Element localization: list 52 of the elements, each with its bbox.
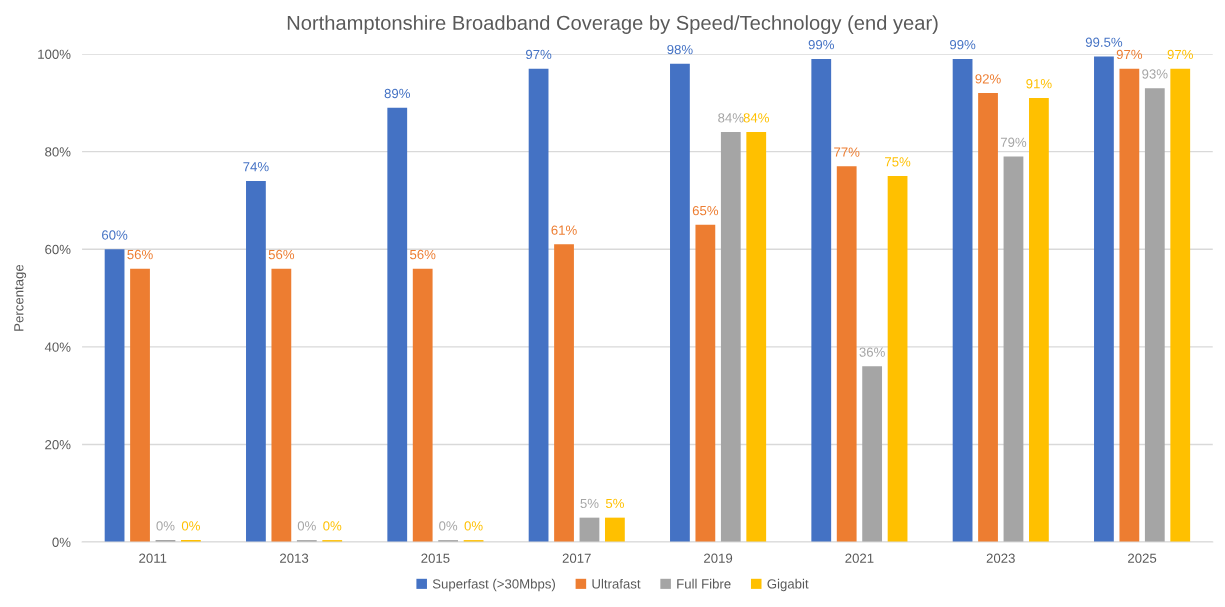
x-tick-label: 2021 <box>845 553 874 563</box>
y-axis-title: Percentage <box>14 264 27 331</box>
data-label: 61% <box>551 225 577 235</box>
data-label: 99% <box>950 40 976 50</box>
data-label: 0% <box>464 521 483 531</box>
data-label: 97% <box>526 49 552 60</box>
y-tick-label: 0% <box>52 537 71 547</box>
data-label: 74% <box>243 162 269 172</box>
data-label: 99% <box>808 40 834 50</box>
legend-label: Ultrafast <box>592 578 641 589</box>
y-tick-label: 100% <box>38 49 71 59</box>
legend-label: Full Fibre <box>677 578 731 589</box>
data-label: 92% <box>975 74 1001 84</box>
data-label: 0% <box>297 521 316 531</box>
legend-label: Gigabit <box>767 578 809 592</box>
data-label: 0% <box>439 521 458 531</box>
chart-title: Northamptonshire Broadband Coverage by Speed/Technology (end year) <box>287 15 938 34</box>
data-label: 75% <box>885 157 911 167</box>
data-label: 84% <box>743 113 769 123</box>
data-label: 84% <box>718 113 744 123</box>
data-label: 79% <box>1000 137 1027 147</box>
data-label: 56% <box>410 249 436 260</box>
data-label: 97% <box>1116 49 1143 60</box>
data-label: 0% <box>181 521 200 531</box>
data-label: 93% <box>1142 69 1168 79</box>
y-tick-label: 60% <box>45 244 71 255</box>
legend-label: Superfast (>30Mbps) <box>432 578 555 592</box>
data-label: 97% <box>1167 49 1193 60</box>
data-label: 56% <box>268 249 295 260</box>
y-tick-label: 40% <box>44 342 71 352</box>
x-tick-label: 2011 <box>139 553 167 563</box>
y-tick-label: 80% <box>45 147 71 157</box>
data-label: 65% <box>692 205 719 216</box>
data-label: 0% <box>323 521 342 531</box>
data-label: 91% <box>1026 79 1052 89</box>
x-tick-label: 2019 <box>704 553 733 563</box>
x-tick-label: 2023 <box>986 553 1015 563</box>
data-label: 60% <box>102 230 128 240</box>
data-label: 5% <box>605 498 624 509</box>
data-label: 89% <box>384 88 410 99</box>
data-label: 36% <box>859 347 885 357</box>
x-tick-label: 2013 <box>280 553 309 563</box>
x-tick-label: 2015 <box>421 553 450 563</box>
data-label: 98% <box>667 44 693 55</box>
data-label: 0% <box>156 521 175 531</box>
data-label: 77% <box>834 147 860 157</box>
x-tick-label: 2025 <box>1128 553 1157 563</box>
x-tick-label: 2017 <box>562 553 591 563</box>
data-label: 5% <box>580 498 599 509</box>
data-label: 99.5% <box>1085 37 1123 47</box>
y-tick-label: 20% <box>45 440 71 450</box>
data-label: 56% <box>127 249 153 260</box>
